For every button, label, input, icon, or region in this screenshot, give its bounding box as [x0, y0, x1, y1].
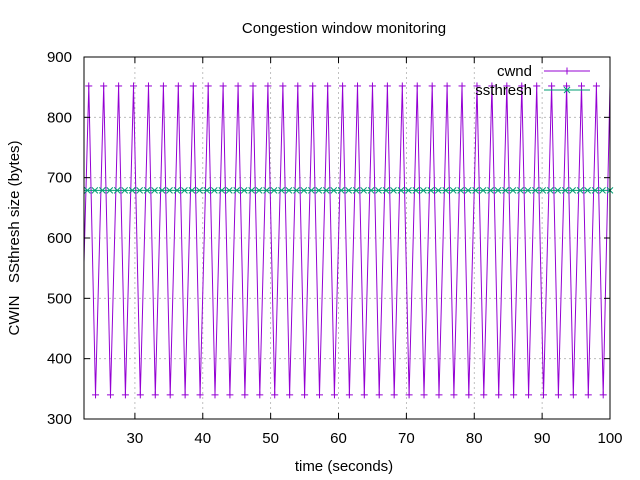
x-tick-label: 90 — [534, 430, 551, 447]
x-tick-label: 100 — [597, 430, 622, 447]
point-marker — [225, 186, 233, 194]
x-tick-label: 40 — [194, 430, 211, 447]
x-tick-label: 60 — [330, 430, 347, 447]
point-marker — [143, 186, 151, 194]
point-marker — [502, 186, 509, 194]
point-marker — [248, 186, 255, 194]
point-marker — [539, 186, 547, 194]
point-marker — [397, 186, 405, 194]
point-marker — [293, 186, 300, 194]
point-marker — [375, 186, 382, 194]
point-marker — [188, 186, 196, 194]
point-marker — [517, 186, 524, 194]
grid — [84, 57, 610, 419]
point-marker — [427, 186, 435, 194]
point-marker — [509, 186, 517, 194]
point-marker — [196, 186, 203, 194]
x-tick-label: 80 — [466, 430, 483, 447]
point-marker — [367, 186, 375, 194]
y-tick-label: 800 — [47, 109, 72, 126]
point-marker — [563, 86, 571, 94]
point-marker — [233, 186, 241, 194]
legend-label-cwnd: cwnd — [497, 63, 532, 80]
point-marker — [561, 186, 569, 194]
point-marker — [151, 186, 158, 194]
point-marker — [457, 186, 465, 194]
chart-title: Congestion window monitoring — [242, 20, 446, 37]
point-marker — [300, 186, 308, 194]
point-marker — [412, 186, 420, 194]
point-marker — [106, 186, 114, 194]
point-marker — [308, 186, 315, 194]
y-tick-label: 300 — [47, 411, 72, 428]
point-marker — [113, 186, 121, 194]
point-marker — [98, 186, 106, 194]
point-marker — [531, 186, 539, 194]
y-tick-label: 900 — [47, 49, 72, 66]
legend-label-ssthresh: ssthresh — [475, 82, 532, 99]
x-tick-label: 30 — [127, 430, 144, 447]
point-marker — [285, 186, 293, 194]
point-marker — [322, 186, 330, 194]
point-marker — [405, 186, 412, 194]
point-marker — [270, 186, 278, 194]
x-axis-label: time (seconds) — [295, 458, 393, 475]
point-marker — [166, 186, 173, 194]
point-marker — [255, 186, 263, 194]
point-marker — [210, 186, 218, 194]
point-marker — [203, 186, 211, 194]
point-marker — [330, 186, 338, 194]
point-marker — [449, 186, 457, 194]
point-marker — [278, 186, 285, 194]
point-marker — [337, 186, 345, 194]
point-marker — [352, 186, 360, 194]
point-marker — [472, 186, 479, 194]
point-marker — [479, 186, 487, 194]
y-tick-label: 700 — [47, 170, 72, 187]
point-marker — [569, 186, 577, 194]
point-marker — [128, 186, 136, 194]
point-marker — [584, 186, 591, 194]
point-marker — [442, 186, 450, 194]
point-marker — [591, 186, 599, 194]
x-tick-label: 70 — [398, 430, 415, 447]
point-marker — [121, 186, 129, 194]
axis-ticks: 30 40 50 60 70 80 90 100 300 400 500 600 700 800 900 — [47, 49, 623, 447]
point-marker — [434, 186, 442, 194]
point-marker — [390, 186, 397, 194]
point-marker — [240, 186, 248, 194]
point-marker — [420, 186, 427, 194]
point-marker — [263, 186, 270, 194]
point-marker — [546, 186, 554, 194]
y-tick-label: 600 — [47, 230, 72, 247]
y-tick-label: 400 — [47, 351, 72, 368]
point-marker — [84, 186, 91, 194]
point-marker — [315, 186, 323, 194]
point-marker — [524, 186, 532, 194]
point-marker — [158, 186, 166, 194]
point-marker — [136, 186, 144, 194]
point-marker — [91, 186, 99, 194]
point-marker — [360, 186, 367, 194]
point-marker — [173, 186, 181, 194]
point-marker — [599, 186, 606, 194]
point-marker — [554, 186, 562, 194]
series-ssthresh — [84, 186, 614, 194]
point-marker — [181, 186, 188, 194]
legend: cwnd ssthresh — [475, 63, 590, 99]
point-marker — [487, 186, 494, 194]
point-marker — [576, 186, 584, 194]
x-tick-label: 50 — [262, 430, 279, 447]
series-cwnd — [83, 82, 611, 399]
point-marker — [345, 186, 353, 194]
point-marker — [218, 186, 226, 194]
series-layer — [83, 82, 614, 399]
y-tick-label: 500 — [47, 290, 72, 307]
point-marker — [494, 186, 502, 194]
cwnd-line — [83, 85, 611, 395]
point-marker — [382, 186, 390, 194]
point-marker — [464, 186, 472, 194]
y-axis-label: CWIN SSthresh size (bytes) — [6, 140, 23, 335]
